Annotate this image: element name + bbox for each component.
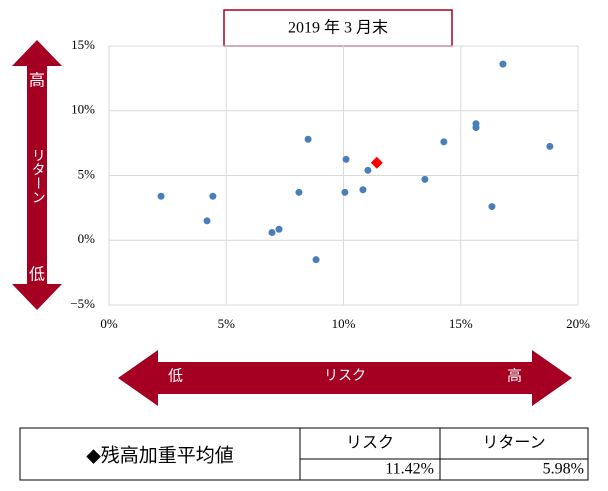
table-header: リスク: [346, 434, 394, 452]
point: [359, 186, 367, 194]
x-tick-label: 20%: [566, 316, 590, 331]
point: [364, 166, 372, 174]
x-arrow-middle: リスク: [324, 368, 366, 384]
point: [268, 228, 276, 236]
y-tick-label: 5%: [78, 166, 96, 181]
x-arrow: [118, 350, 572, 406]
x-tick-label: 15%: [449, 316, 473, 331]
x-tick-label: 0%: [100, 316, 118, 331]
y-tick-label: 15%: [71, 37, 95, 52]
y-arrow-bottom: 低: [29, 266, 45, 284]
point: [312, 256, 320, 264]
point: [304, 135, 312, 143]
point: [370, 156, 383, 169]
x-tick-label: 5%: [218, 316, 236, 331]
y-arrow-top: 高: [29, 72, 45, 90]
point: [203, 217, 211, 225]
table-cell: 5.98%: [543, 461, 584, 478]
point: [275, 225, 283, 233]
x-tick-label: 10%: [332, 316, 356, 331]
point: [499, 60, 507, 68]
point: [209, 192, 217, 200]
point: [546, 142, 554, 150]
y-tick-label: 10%: [71, 102, 95, 117]
point: [421, 175, 429, 183]
y-arrow-middle: リターン: [30, 148, 45, 204]
point: [341, 188, 349, 196]
summary-table: [19, 427, 589, 481]
y-tick-label: −5%: [70, 296, 95, 311]
title-box: [223, 9, 453, 47]
point: [342, 155, 350, 163]
y-arrow: [12, 40, 62, 310]
table-border: [19, 427, 589, 481]
x-arrow-left: 低: [168, 367, 183, 384]
chart-title: 2019 年 3 月末: [288, 19, 388, 37]
point: [472, 124, 480, 132]
y-tick-label: 0%: [78, 231, 96, 246]
point: [295, 188, 303, 196]
table-header: リターン: [482, 434, 545, 452]
point: [157, 192, 165, 200]
table-cell: 11.42%: [385, 461, 434, 478]
point: [488, 203, 496, 211]
point: [440, 138, 448, 146]
table-label: ◆残高加重平均値: [86, 445, 234, 467]
x-arrow-right: 高: [507, 367, 522, 384]
